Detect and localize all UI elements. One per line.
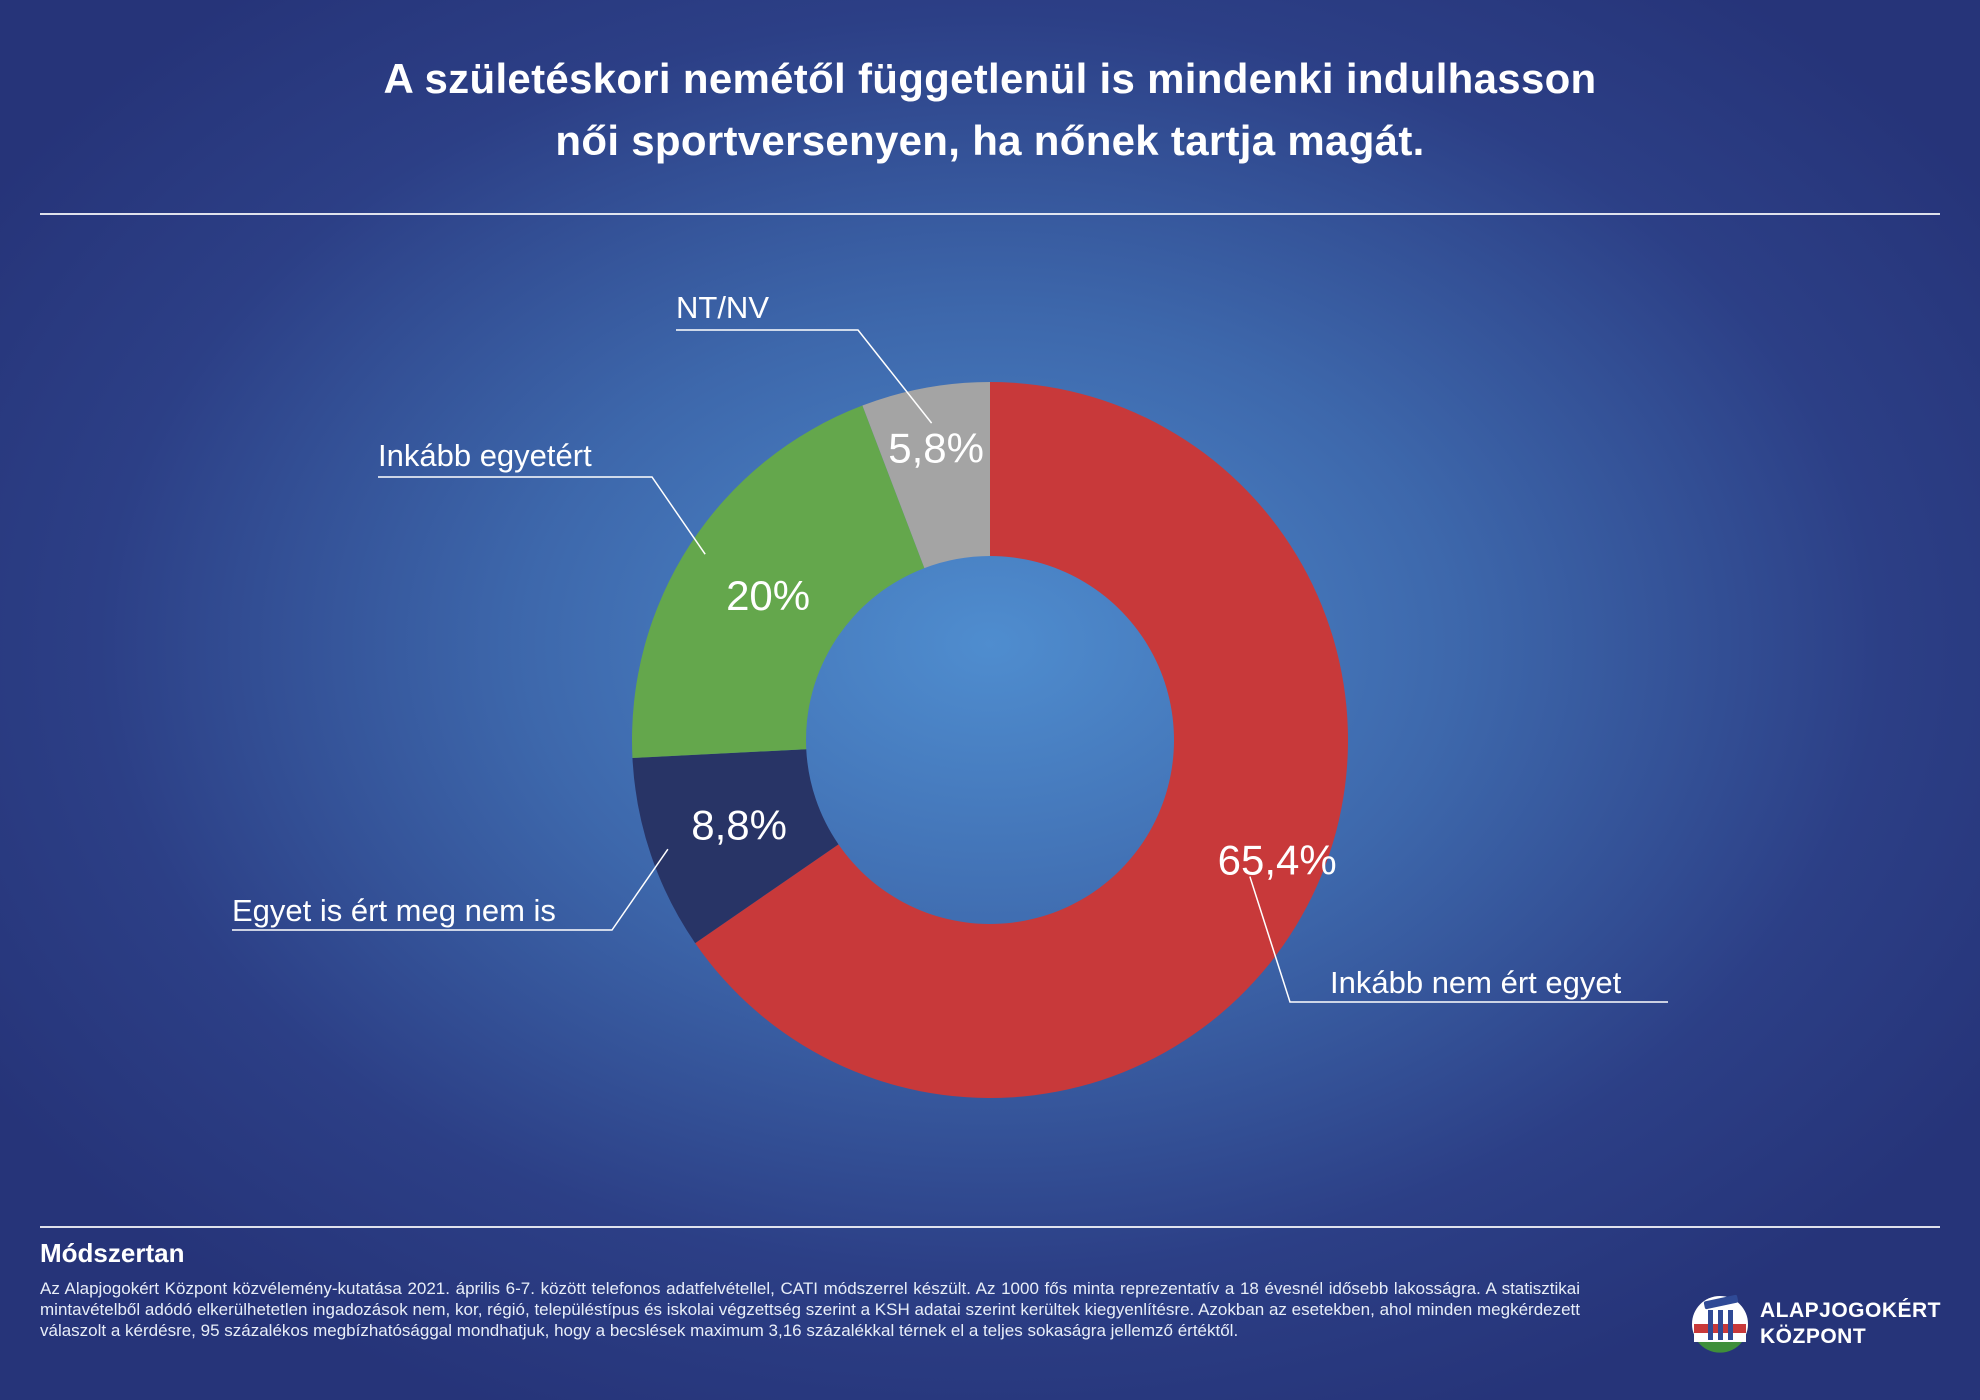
category-label-1: Inkább nem ért egyet xyxy=(1330,965,1622,1000)
top-divider xyxy=(40,213,1940,215)
category-label-2: Egyet is ért meg nem is xyxy=(232,893,556,928)
leader-line-4 xyxy=(676,329,933,424)
title-line-2: női sportversenyen, ha nőnek tartja magá… xyxy=(555,117,1425,164)
value-label-3: 20% xyxy=(726,572,810,619)
slice-2 xyxy=(632,749,839,944)
donut-chart: 65,4% Inkább nem ért egyet 8,8% Egyet is ér… xyxy=(232,290,1668,1098)
slice-4 xyxy=(862,382,990,569)
bottom-divider xyxy=(40,1226,1940,1228)
value-label-2: 8,8% xyxy=(691,802,787,849)
logo-line-1: ALAPJOGOKÉRT xyxy=(1760,1299,1942,1322)
leader-line-3 xyxy=(378,476,706,555)
category-label-3: Inkább egyetért xyxy=(378,438,592,473)
pillar-flag-icon xyxy=(1692,1294,1748,1353)
value-label-4: 5,8% xyxy=(888,424,984,471)
slice-1 xyxy=(695,382,1349,1098)
leader-line-2 xyxy=(232,848,669,931)
value-label-1: 65,4% xyxy=(1218,837,1337,884)
category-label-4: NT/NV xyxy=(676,290,769,325)
chart-title: A születéskori nemétől függetlenül is mi… xyxy=(0,48,1980,172)
organization-logo: ALAPJOGOKÉRT KÖZPONT xyxy=(1688,1290,1948,1360)
leader-line-1 xyxy=(1249,876,1668,1003)
slice-3 xyxy=(631,405,925,758)
methodology-text: Az Alapjogokért Központ közvélemény-kuta… xyxy=(40,1279,1580,1340)
methodology-heading: Módszertan xyxy=(40,1238,185,1268)
logo-line-2: KÖZPONT xyxy=(1760,1325,1867,1348)
title-line-1: A születéskori nemétől függetlenül is mi… xyxy=(383,55,1597,102)
